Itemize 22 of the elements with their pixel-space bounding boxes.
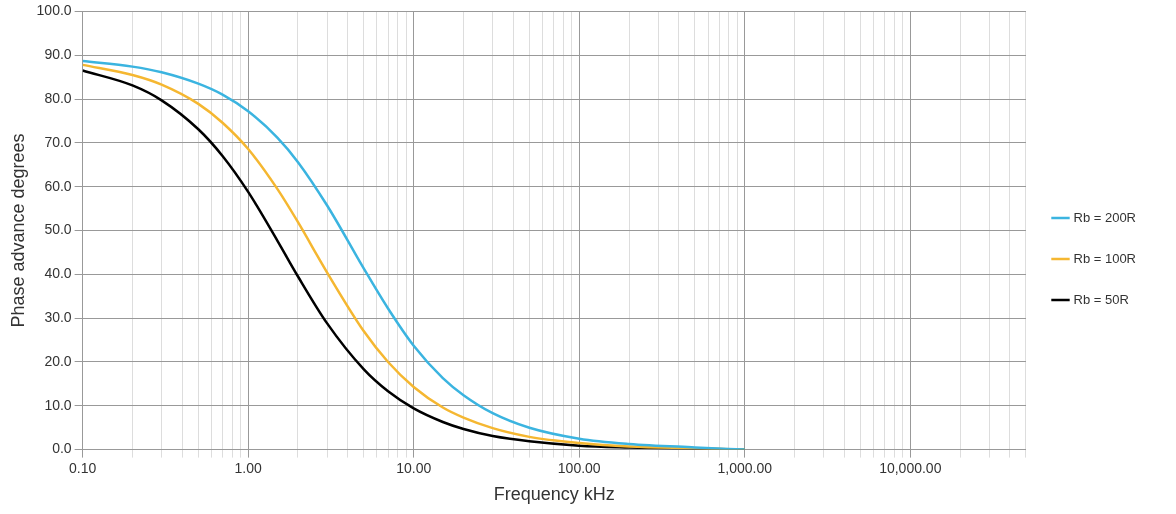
y-tick-label: 60.0 [44, 177, 72, 194]
legend-label: Rb = 100R [1073, 250, 1136, 266]
y-tick-label: 50.0 [44, 221, 72, 238]
y-tick-label: 90.0 [44, 46, 72, 63]
x-tick-label: 100.00 [557, 459, 601, 476]
y-tick-label: 100.0 [36, 2, 72, 19]
x-tick-label: 0.10 [69, 459, 97, 476]
y-tick-label: 20.0 [44, 352, 72, 369]
legend-label: Rb = 50R [1073, 291, 1129, 307]
y-axis-title: Phase advance degrees [7, 133, 28, 328]
y-tick-label: 80.0 [44, 89, 72, 106]
y-tick-label: 0.0 [52, 440, 72, 457]
y-tick-label: 30.0 [44, 309, 72, 325]
x-tick-label: 10,000.00 [879, 459, 942, 476]
x-tick-label: 1.00 [234, 459, 262, 476]
y-tick-label: 10.0 [44, 396, 72, 413]
legend-label: Rb = 200R [1073, 209, 1136, 225]
y-tick-label: 70.0 [44, 133, 72, 150]
x-tick-label: 10.00 [396, 459, 432, 476]
y-tick-label: 40.0 [44, 265, 72, 282]
x-axis-title: Frequency kHz [493, 484, 615, 505]
x-tick-label: 1,000.00 [717, 459, 773, 476]
